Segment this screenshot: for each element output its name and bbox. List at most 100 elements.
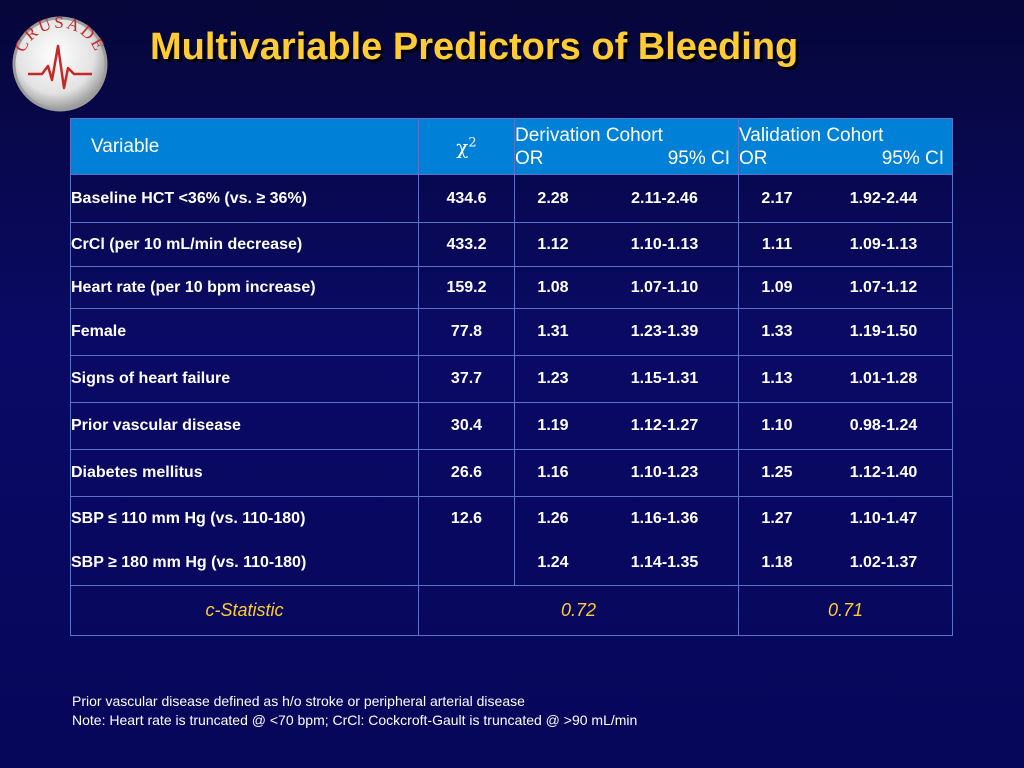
table-row-sbp: SBP ≤ 110 mm Hg (vs. 110-180) SBP ≥ 180 …	[70, 496, 953, 586]
validation-ci: 1.01-1.28	[849, 370, 918, 387]
derivation-ci: 1.07-1.10	[630, 278, 699, 296]
validation-cell: 1.10 0.98-1.24	[738, 402, 953, 450]
derivation-ci: 2.11-2.46	[631, 189, 698, 207]
validation-or: 1.09	[761, 278, 793, 296]
predictors-table: Variable χ2 Derivation Cohort OR 95% CI V…	[70, 118, 953, 636]
slide-title: Multivariable Predictors of Bleeding	[150, 26, 799, 68]
validation-or: 1.13	[761, 370, 793, 387]
derivation-cell: 1.26 1.16-1.36 1.24 1.14-1.35	[514, 496, 739, 586]
chi-superscript: 2	[468, 134, 477, 150]
derivation-or: 2.28	[537, 189, 569, 207]
validation-ci: 1.09-1.13	[849, 235, 918, 253]
validation-or: 1.10	[761, 417, 793, 434]
derivation-cell: 1.12 1.10-1.13	[514, 222, 739, 267]
sbp-low-label: SBP ≤ 110 mm Hg (vs. 110-180)	[71, 510, 306, 527]
validation-ci: 1.19-1.50	[849, 323, 918, 340]
derivation-title: Derivation Cohort	[515, 124, 663, 146]
validation-or: 1.27	[761, 510, 793, 527]
chi2-cell: 159.2	[418, 266, 515, 309]
derivation-cell: 2.28 2.11-2.46	[514, 174, 739, 223]
table-row: Prior vascular disease 30.4 1.19 1.12-1.2…	[70, 402, 953, 450]
variable-cell: Baseline HCT <36% (vs. ≥ 36%)	[70, 174, 419, 223]
table-row: Diabetes mellitus 26.6 1.16 1.10-1.23 1.2…	[70, 449, 953, 497]
derivation-ci: 1.10-1.13	[630, 235, 699, 253]
footnote-1: Prior vascular disease defined as h/o st…	[72, 693, 525, 709]
derivation-or: 1.08	[537, 278, 569, 296]
derivation-ci: 1.23-1.39	[630, 323, 699, 340]
chi2-cell: 37.7	[418, 355, 515, 403]
cstat-label: c-Statistic	[70, 585, 419, 636]
derivation-ci: 1.10-1.23	[630, 464, 699, 481]
derivation-ci: 1.15-1.31	[630, 370, 699, 387]
validation-or: 1.11	[761, 235, 793, 253]
header-chi-square: χ2	[418, 118, 515, 175]
chi2-cell: 12.6	[418, 496, 515, 586]
derivation-cell: 1.19 1.12-1.27	[514, 402, 739, 450]
validation-cell: 1.33 1.19-1.50	[738, 308, 953, 356]
validation-or: 1.25	[761, 464, 793, 481]
table-header-row: Variable χ2 Derivation Cohort OR 95% CI V…	[70, 118, 953, 175]
variable-cell: SBP ≤ 110 mm Hg (vs. 110-180) SBP ≥ 180 …	[70, 496, 419, 586]
crusade-logo: CRUSADE	[11, 13, 108, 112]
chi2-cell: 433.2	[418, 222, 515, 267]
chi2-cell: 26.6	[418, 449, 515, 497]
ecg-wave-icon	[28, 44, 92, 90]
validation-ci: 1.10-1.47	[849, 510, 918, 527]
derivation-cell: 1.31 1.23-1.39	[514, 308, 739, 356]
table-row-cstatistic: c-Statistic 0.72 0.71	[70, 585, 953, 636]
variable-cell: Prior vascular disease	[70, 402, 419, 450]
derivation-or: 1.31	[537, 323, 569, 340]
table-row: Signs of heart failure 37.7 1.23 1.15-1.3…	[70, 355, 953, 403]
derivation-ci: 1.14-1.35	[630, 554, 699, 571]
chi2-cell: 77.8	[418, 308, 515, 356]
footnote-2: Note: Heart rate is truncated @ <70 bpm;…	[72, 712, 638, 728]
table-row: Heart rate (per 10 bpm increase) 159.2 1…	[70, 266, 953, 309]
header-variable: Variable	[70, 118, 419, 175]
sbp-chi2: 12.6	[450, 510, 483, 527]
sbp-high-label: SBP ≥ 180 mm Hg (vs. 110-180)	[71, 554, 307, 571]
derivation-cell: 1.08 1.07-1.10	[514, 266, 739, 309]
derivation-or: 1.26	[537, 510, 569, 527]
variable-cell: Heart rate (per 10 bpm increase)	[70, 266, 419, 309]
variable-cell: Diabetes mellitus	[70, 449, 419, 497]
validation-or: 1.33	[761, 323, 793, 340]
table-row: Female 77.8 1.31 1.23-1.39 1.33 1.19-1.50	[70, 308, 953, 356]
validation-or-label: OR	[739, 147, 768, 169]
derivation-or: 1.19	[537, 417, 569, 434]
chi2-cell: 30.4	[418, 402, 515, 450]
validation-cell: 1.11 1.09-1.13	[738, 222, 953, 267]
derivation-or-label: OR	[515, 147, 544, 169]
variable-cell: Female	[70, 308, 419, 356]
validation-or: 2.17	[761, 189, 793, 207]
validation-title: Validation Cohort	[739, 124, 884, 146]
variable-cell: CrCl (per 10 mL/min decrease)	[70, 222, 419, 267]
header-derivation-cohort: Derivation Cohort OR 95% CI	[514, 118, 739, 175]
validation-cell: 1.27 1.10-1.47 1.18 1.02-1.37	[738, 496, 953, 586]
derivation-ci-label: 95% CI	[667, 147, 730, 169]
validation-ci: 0.98-1.24	[849, 417, 918, 434]
table-row: CrCl (per 10 mL/min decrease) 433.2 1.12…	[70, 222, 953, 267]
derivation-or: 1.23	[537, 370, 569, 387]
derivation-ci: 1.16-1.36	[630, 510, 699, 527]
validation-ci: 1.12-1.40	[849, 464, 918, 481]
derivation-cell: 1.23 1.15-1.31	[514, 355, 739, 403]
derivation-or: 1.24	[537, 554, 569, 571]
chi2-cell: 434.6	[418, 174, 515, 223]
footnotes: Prior vascular disease defined as h/o st…	[72, 692, 637, 730]
validation-or: 1.18	[761, 554, 793, 571]
derivation-ci: 1.12-1.27	[630, 417, 699, 434]
variable-cell: Signs of heart failure	[70, 355, 419, 403]
validation-ci-label: 95% CI	[881, 147, 944, 169]
derivation-cell: 1.16 1.10-1.23	[514, 449, 739, 497]
table-row: Baseline HCT <36% (vs. ≥ 36%) 434.6 2.28…	[70, 174, 953, 223]
cstat-derivation: 0.72	[418, 585, 739, 636]
validation-cell: 1.25 1.12-1.40	[738, 449, 953, 497]
validation-cell: 1.13 1.01-1.28	[738, 355, 953, 403]
validation-ci: 1.07-1.12	[849, 278, 918, 296]
derivation-or: 1.16	[537, 464, 569, 481]
validation-ci: 1.92-2.44	[849, 189, 918, 207]
derivation-or: 1.12	[537, 235, 569, 253]
validation-cell: 1.09 1.07-1.12	[738, 266, 953, 309]
chi-symbol: χ	[456, 134, 469, 159]
validation-ci: 1.02-1.37	[849, 554, 918, 571]
